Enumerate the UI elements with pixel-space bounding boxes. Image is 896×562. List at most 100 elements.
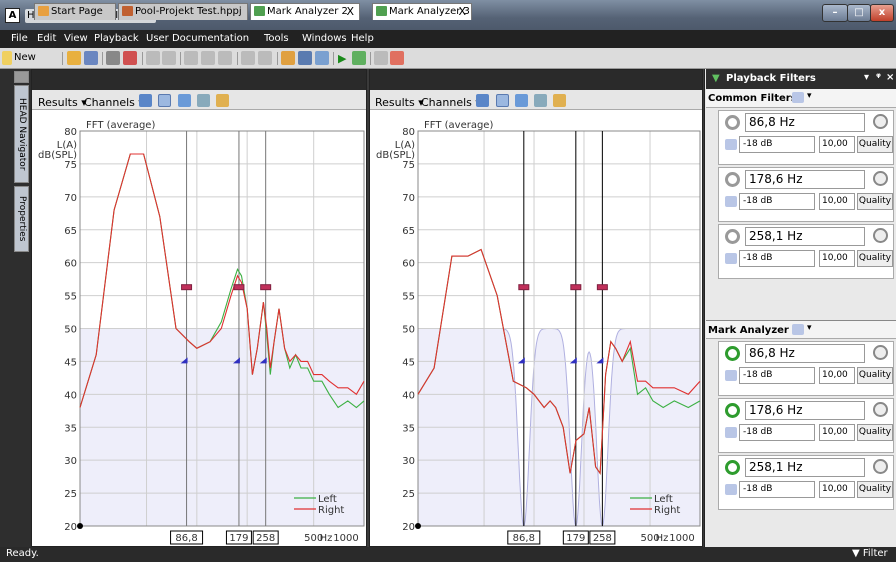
filter-frequency-field[interactable]: 178,6 Hz [745, 170, 865, 189]
knob-icon[interactable] [873, 171, 888, 186]
filter-q-field[interactable]: 10,00 [819, 367, 855, 384]
filter-icon[interactable] [178, 94, 191, 107]
menu-file[interactable]: File [11, 33, 28, 44]
power-icon[interactable] [725, 229, 740, 244]
quality-button[interactable]: Quality [857, 250, 893, 267]
filter-gain-field[interactable]: -18 dB [739, 424, 815, 441]
tab-mark-analyzer-2[interactable]: Mark Analyzer 2 X [250, 3, 360, 20]
power-icon[interactable] [725, 460, 740, 475]
power-icon[interactable] [725, 115, 740, 130]
add-filter-dropdown[interactable]: ▾ [807, 323, 812, 333]
properties-tab[interactable]: Properties [14, 186, 29, 252]
filter-q-field[interactable]: 10,00 [819, 250, 855, 267]
menu-user-documentation[interactable]: User Documentation [146, 33, 250, 44]
filter-type-icon[interactable] [725, 484, 737, 495]
knob-icon[interactable] [873, 459, 888, 474]
minimize-button[interactable]: – [822, 4, 848, 22]
filter-frequency-field[interactable]: 178,6 Hz [745, 401, 865, 420]
menu-view[interactable]: View [64, 33, 88, 44]
maximize-button[interactable]: □ [847, 4, 871, 22]
menu-tools[interactable]: Tools [264, 33, 289, 44]
channels-dropdown[interactable]: Channels ▾ [421, 96, 481, 109]
quality-button[interactable]: Quality [857, 481, 893, 498]
window-icon[interactable] [315, 51, 329, 65]
channels-dropdown[interactable]: Channels ▾ [84, 96, 144, 109]
knob-icon[interactable] [873, 345, 888, 360]
filter-q-field[interactable]: 10,00 [819, 193, 855, 210]
quality-button[interactable]: Quality [857, 136, 893, 153]
table-icon[interactable] [496, 94, 509, 107]
copy-chart-icon[interactable] [197, 94, 210, 107]
close-panel-icon[interactable]: × [886, 72, 895, 83]
save-icon[interactable] [84, 51, 98, 65]
fft-chart-left[interactable]: FFT (average) L(A)dB(SPL) 20 25 30 35 40 45 50 55… [32, 111, 366, 546]
paste-icon[interactable] [218, 51, 232, 65]
filter-q-field[interactable]: 10,00 [819, 136, 855, 153]
print-icon[interactable] [106, 51, 120, 65]
add-filter-icon[interactable] [792, 92, 804, 103]
filter-gain-field[interactable]: -18 dB [739, 193, 815, 210]
add-filter-dropdown[interactable]: ▾ [807, 91, 812, 101]
menu-edit[interactable]: Edit [37, 33, 57, 44]
people-icon[interactable] [298, 51, 312, 65]
copy-chart-icon[interactable] [534, 94, 547, 107]
filter-q-field[interactable]: 10,00 [819, 481, 855, 498]
head-navigator-tab[interactable]: HEAD Navigator [14, 85, 29, 183]
table-icon[interactable] [158, 94, 171, 107]
settings-icon[interactable] [374, 51, 388, 65]
filter-status-button[interactable]: ▼ Filter [852, 548, 888, 559]
quality-button[interactable]: Quality [857, 424, 893, 441]
filter-gain-field[interactable]: -18 dB [739, 481, 815, 498]
filter-frequency-field[interactable]: 86,8 Hz [745, 344, 865, 363]
filter-gain-field[interactable]: -18 dB [739, 250, 815, 267]
knob-icon[interactable] [873, 114, 888, 129]
tab-start-page[interactable]: Start Page [34, 3, 116, 20]
link-icon[interactable] [241, 51, 255, 65]
power-icon[interactable] [725, 172, 740, 187]
filter-gain-field[interactable]: -18 dB [739, 367, 815, 384]
power-icon[interactable] [725, 403, 740, 418]
copy-icon[interactable] [201, 51, 215, 65]
play-icon[interactable]: ▶ [338, 52, 347, 65]
fft-chart-right[interactable]: FFT (average) L(A)dB(SPL) 20 25 30 35 40 45 50 55… [370, 111, 702, 546]
filter-type-icon[interactable] [725, 427, 737, 438]
panel-menu-icon[interactable]: ▾ [864, 72, 870, 83]
filter-q-field[interactable]: 10,00 [819, 424, 855, 441]
power-icon[interactable] [725, 346, 740, 361]
add-filter-icon[interactable] [792, 324, 804, 335]
export-icon[interactable] [216, 94, 229, 107]
filter-frequency-field[interactable]: 258,1 Hz [745, 227, 865, 246]
open-icon[interactable] [67, 51, 81, 65]
export-icon[interactable] [553, 94, 566, 107]
filter-icon[interactable] [515, 94, 528, 107]
results-dropdown[interactable]: Results ▾ [375, 96, 424, 109]
knob-icon[interactable] [873, 402, 888, 417]
undo-icon[interactable] [146, 51, 160, 65]
tools-icon[interactable] [281, 51, 295, 65]
close-window-button[interactable]: x [870, 4, 894, 22]
filter-type-icon[interactable] [725, 196, 737, 207]
zoom-icon[interactable] [476, 94, 489, 107]
filter-type-icon[interactable] [725, 139, 737, 150]
menu-windows[interactable]: Windows [302, 33, 347, 44]
pin-icon[interactable]: ᵠ [876, 72, 881, 83]
filter-type-icon[interactable] [725, 370, 737, 381]
menu-help[interactable]: Help [351, 33, 374, 44]
filter-frequency-field[interactable]: 258,1 Hz [745, 458, 865, 477]
tab-mark-analyzer-3[interactable]: Mark Analyzer 3 X [372, 3, 472, 20]
close-tab-icon[interactable]: X [346, 5, 354, 18]
close-tab-icon[interactable]: X [458, 5, 466, 18]
tab-pool-projekt[interactable]: Pool-Projekt Test.hppj [118, 3, 248, 20]
knob-icon[interactable] [873, 228, 888, 243]
filter-frequency-field[interactable]: 86,8 Hz [745, 113, 865, 132]
quality-button[interactable]: Quality [857, 193, 893, 210]
quality-button[interactable]: Quality [857, 367, 893, 384]
dock-pin-icon[interactable] [14, 71, 29, 83]
filter-type-icon[interactable] [725, 253, 737, 264]
grid-icon[interactable] [390, 51, 404, 65]
cut-icon[interactable] [184, 51, 198, 65]
zoom-icon[interactable] [139, 94, 152, 107]
delete-icon[interactable] [258, 51, 272, 65]
redo-icon[interactable] [162, 51, 176, 65]
filter-gain-field[interactable]: -18 dB [739, 136, 815, 153]
